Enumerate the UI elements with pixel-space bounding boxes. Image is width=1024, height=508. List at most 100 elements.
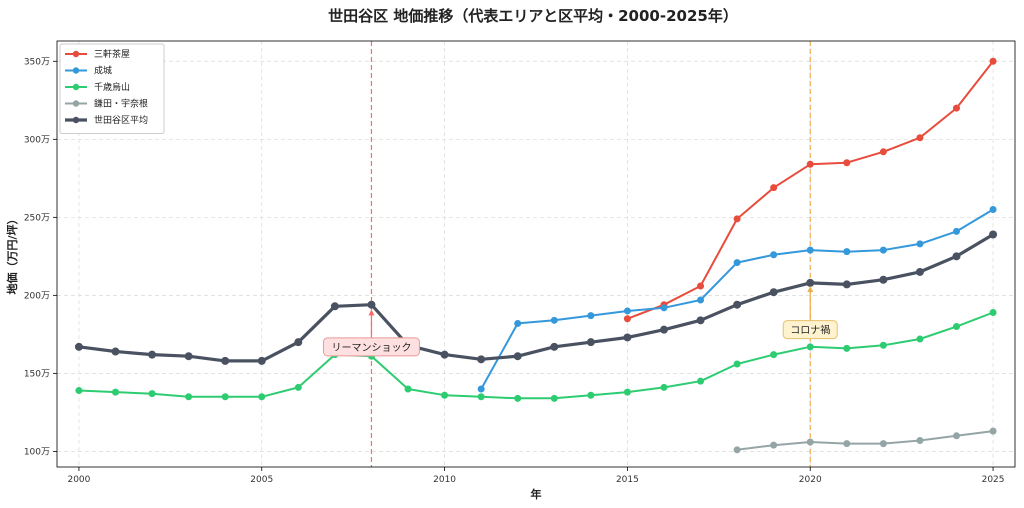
- data-point: [148, 390, 156, 398]
- x-tick-label: 2015: [616, 475, 639, 485]
- data-point: [843, 248, 851, 256]
- data-point: [733, 300, 742, 309]
- data-point: [477, 385, 485, 393]
- data-point: [660, 383, 668, 391]
- data-point: [733, 259, 741, 267]
- data-point: [294, 383, 302, 391]
- data-point: [513, 352, 522, 361]
- data-point: [441, 391, 449, 399]
- data-point: [989, 206, 997, 214]
- legend-label: 三軒茶屋: [94, 48, 130, 60]
- data-point: [148, 350, 157, 359]
- x-tick-label: 2010: [433, 475, 456, 485]
- series-line-2: [78, 311, 994, 400]
- legend-swatch-marker: [72, 83, 80, 91]
- data-point: [440, 350, 449, 359]
- data-point: [697, 296, 705, 304]
- legend-label: 鎌田・宇奈根: [94, 98, 148, 110]
- data-point: [989, 57, 997, 65]
- data-point: [843, 440, 851, 448]
- legend-swatch-marker: [72, 67, 80, 74]
- data-point: [916, 240, 924, 248]
- data-point: [916, 436, 924, 444]
- annotation-box: [782, 320, 838, 340]
- data-point: [806, 438, 814, 446]
- legend-frame: [59, 43, 165, 134]
- data-point: [587, 391, 595, 399]
- data-point: [586, 338, 595, 347]
- legend-label: 成城: [94, 65, 112, 77]
- data-point: [770, 441, 778, 449]
- x-tick-label: 2025: [982, 475, 1005, 485]
- y-axis-ticks: 100万 150万 200万 250万 300万 350万: [24, 57, 57, 457]
- data-point: [623, 307, 631, 315]
- data-point: [770, 351, 778, 359]
- legend-swatch-marker: [72, 50, 80, 58]
- data-point: [75, 387, 83, 395]
- data-point: [112, 388, 120, 396]
- data-point: [623, 388, 631, 396]
- x-axis-label: 年: [531, 487, 542, 501]
- data-point: [623, 315, 631, 323]
- annotation-box: [322, 337, 420, 357]
- data-point: [257, 356, 266, 365]
- data-point: [514, 319, 522, 327]
- data-point: [952, 252, 961, 261]
- data-point: [697, 282, 705, 290]
- y-tick-label: 250万: [24, 213, 50, 223]
- data-point: [843, 344, 851, 352]
- data-point: [879, 246, 887, 254]
- data-point: [550, 342, 559, 351]
- grid-lines: [57, 41, 1015, 467]
- y-axis-label: 地価（万円/坪）: [5, 213, 19, 294]
- x-tick-label: 2020: [799, 475, 822, 485]
- legend-label: 千歳烏山: [94, 81, 130, 93]
- data-point: [623, 333, 632, 342]
- data-point: [221, 356, 230, 365]
- data-point: [806, 246, 814, 254]
- data-point: [952, 432, 960, 440]
- data-point: [989, 309, 997, 317]
- annotation: コロナ禍: [782, 285, 838, 340]
- legend-swatch-marker: [72, 116, 80, 124]
- series-lines: [78, 60, 994, 451]
- y-tick-label: 100万: [24, 447, 50, 457]
- y-tick-label: 150万: [24, 369, 50, 379]
- data-point: [733, 360, 741, 368]
- data-point: [915, 267, 924, 276]
- annotation: リーマンショック: [322, 309, 420, 357]
- x-tick-label: 2005: [250, 475, 273, 485]
- data-point: [806, 278, 815, 287]
- series-line-3: [736, 430, 994, 451]
- legend-swatch-marker: [72, 100, 80, 107]
- data-point: [477, 355, 486, 364]
- data-point: [989, 230, 998, 239]
- annotation-arrow-head: [807, 285, 814, 292]
- data-point: [770, 184, 778, 192]
- data-point: [879, 275, 888, 284]
- y-tick-label: 350万: [24, 57, 50, 67]
- legend-label: 世田谷区平均: [94, 114, 148, 126]
- series-points: [74, 57, 998, 454]
- data-point: [74, 342, 83, 351]
- data-point: [697, 377, 705, 385]
- y-tick-label: 300万: [24, 135, 50, 145]
- data-point: [879, 440, 887, 448]
- data-point: [514, 394, 522, 402]
- data-point: [477, 393, 485, 401]
- data-point: [879, 148, 887, 156]
- data-point: [916, 134, 924, 142]
- data-point: [952, 323, 960, 331]
- plot-area-frame: [56, 40, 1016, 468]
- series-line-4: [78, 233, 994, 363]
- annotation-lines: [370, 41, 811, 467]
- data-point: [184, 352, 193, 361]
- chart-title: 世田谷区 地価推移（代表エリアと区平均・2000-2025年）: [328, 7, 738, 25]
- data-point: [879, 341, 887, 349]
- x-axis-ticks: 2000 2005 2010 2015 2020 2025: [67, 467, 1005, 485]
- data-point: [733, 215, 741, 223]
- data-point: [952, 227, 960, 235]
- data-point: [696, 316, 705, 325]
